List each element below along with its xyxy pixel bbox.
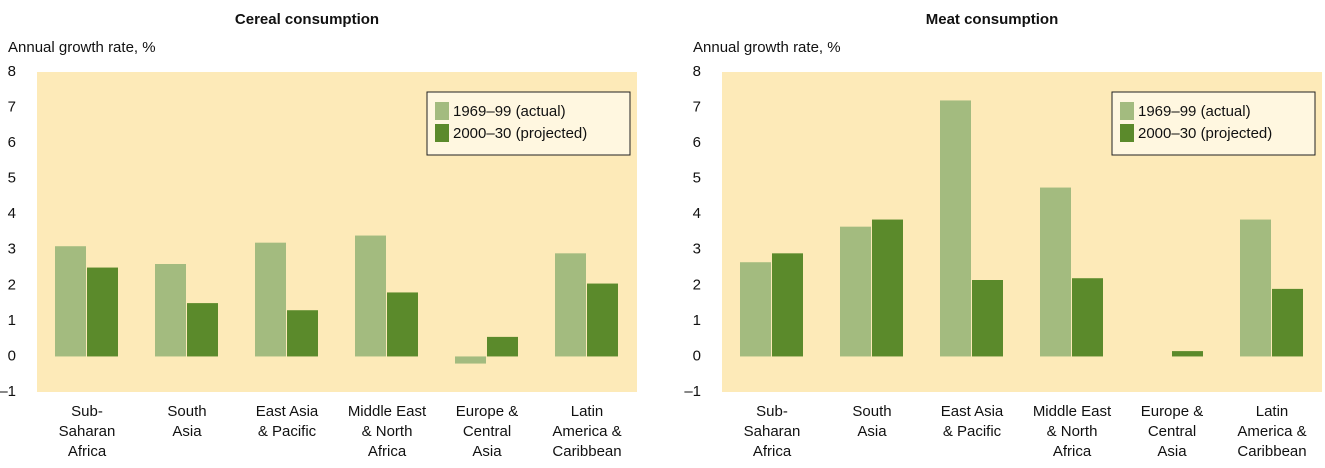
x-tick-label: Latin (571, 403, 604, 420)
legend-label: 1969–99 (actual) (453, 103, 566, 120)
x-tick-label: Sub- (71, 403, 103, 420)
bar (740, 262, 771, 357)
y-tick-label: 2 (8, 276, 16, 293)
x-tick-label: East Asia (256, 403, 319, 420)
y-tick-label: 0 (693, 347, 701, 364)
bar (840, 226, 871, 357)
y-tick-label: –1 (684, 383, 701, 400)
x-tick-label: Asia (1157, 443, 1187, 460)
bar (455, 356, 486, 364)
y-tick-label: 8 (693, 63, 701, 80)
y-tick-label: 3 (693, 241, 701, 258)
x-tick-label: Central (1148, 423, 1196, 440)
x-tick-label: Middle East (348, 403, 427, 420)
legend-box (1111, 91, 1316, 156)
x-tick-label: Saharan (59, 423, 116, 440)
y-tick-label: 7 (8, 99, 16, 116)
x-tick-label: Caribbean (552, 443, 621, 460)
x-tick-label: America & (552, 423, 621, 440)
bar (972, 280, 1003, 357)
bar (87, 267, 118, 357)
x-tick-label: Europe & (1141, 403, 1204, 420)
x-tick-label: South (852, 403, 891, 420)
x-tick-label: & North (362, 423, 413, 440)
y-tick-label: 1 (8, 312, 16, 329)
bar (187, 303, 218, 357)
x-tick-label: America & (1237, 423, 1306, 440)
y-tick-label: 4 (8, 205, 16, 222)
y-tick-label: 6 (8, 134, 16, 151)
x-tick-label: Europe & (456, 403, 519, 420)
bar (255, 242, 286, 357)
y-tick-label: 0 (8, 347, 16, 364)
bar (1272, 288, 1303, 357)
x-tick-label: & Pacific (258, 423, 317, 440)
x-tick-label: Africa (68, 443, 107, 460)
x-tick-label: South (167, 403, 206, 420)
bar (355, 235, 386, 357)
bar (387, 292, 418, 357)
bar (872, 219, 903, 357)
y-tick-label: 8 (8, 63, 16, 80)
x-tick-label: East Asia (941, 403, 1004, 420)
x-tick-label: Africa (368, 443, 407, 460)
bar (155, 264, 186, 357)
bar (587, 283, 618, 357)
y-axis-label: Annual growth rate, % (693, 39, 841, 56)
y-tick-label: 7 (693, 99, 701, 116)
legend-swatch (1120, 102, 1134, 120)
bar (1240, 219, 1271, 357)
x-tick-label: & North (1047, 423, 1098, 440)
bar (940, 100, 971, 357)
legend-label: 2000–30 (projected) (1138, 125, 1272, 142)
bar (487, 336, 518, 357)
y-tick-label: 6 (693, 134, 701, 151)
bar (1072, 278, 1103, 357)
y-tick-label: 5 (8, 170, 16, 187)
y-tick-label: 4 (693, 205, 701, 222)
x-tick-label: Africa (753, 443, 792, 460)
x-tick-label: Central (463, 423, 511, 440)
legend-swatch (435, 124, 449, 142)
legend-label: 2000–30 (projected) (453, 125, 587, 142)
y-tick-label: –1 (0, 383, 16, 400)
x-tick-label: Sub- (756, 403, 788, 420)
legend-swatch (1120, 124, 1134, 142)
legend-box (426, 91, 631, 156)
chart-title: Meat consumption (926, 11, 1059, 28)
x-tick-label: & Pacific (943, 423, 1002, 440)
chart-title: Cereal consumption (235, 11, 379, 28)
bar (1172, 351, 1203, 357)
bar (287, 310, 318, 357)
y-tick-label: 2 (693, 276, 701, 293)
x-tick-label: Asia (857, 423, 887, 440)
bar (772, 253, 803, 357)
x-tick-label: Asia (472, 443, 502, 460)
x-tick-label: Asia (172, 423, 202, 440)
y-tick-label: 3 (8, 241, 16, 258)
y-axis-label: Annual growth rate, % (8, 39, 156, 56)
bar (55, 246, 86, 357)
bar (1040, 187, 1071, 357)
x-tick-label: Caribbean (1237, 443, 1306, 460)
legend-swatch (435, 102, 449, 120)
x-tick-label: Middle East (1033, 403, 1112, 420)
y-tick-label: 1 (693, 312, 701, 329)
y-tick-label: 5 (693, 170, 701, 187)
x-tick-label: Latin (1256, 403, 1289, 420)
x-tick-label: Africa (1053, 443, 1092, 460)
bar (555, 253, 586, 357)
x-tick-label: Saharan (744, 423, 801, 440)
legend-label: 1969–99 (actual) (1138, 103, 1251, 120)
